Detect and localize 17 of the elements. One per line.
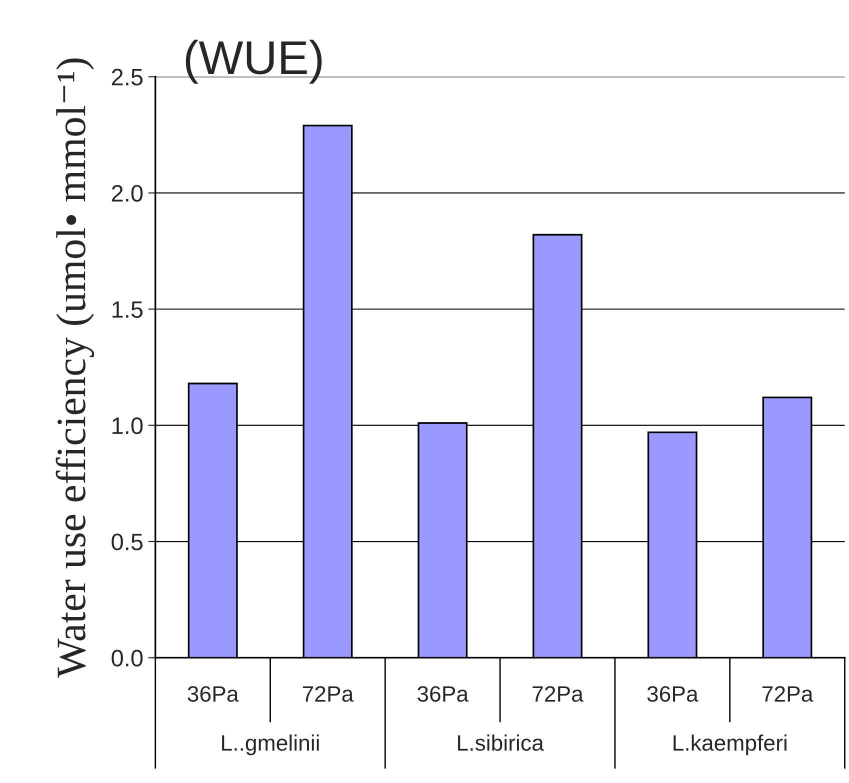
- y-tick-label: 0.0: [112, 650, 143, 667]
- x-tick-label: 36Pa: [647, 686, 698, 702]
- text: L..gmelinii: [222, 734, 319, 756]
- x-tick-label: 36Pa: [418, 686, 469, 702]
- x-tick-label: 72Pa: [532, 686, 584, 702]
- x-tick-label: 72Pa: [302, 686, 354, 702]
- y-tick-label: 0.5: [112, 534, 143, 550]
- x-tick-label: 36Pa: [188, 686, 239, 702]
- y-tick-label: 2.0: [112, 185, 143, 202]
- text: L.kaempferi: [674, 734, 786, 756]
- y-tick-label: 2.5: [112, 68, 143, 86]
- y-tick-label: 1.0: [112, 417, 143, 434]
- y-axis-title: Water use efficiency (umol• mmol⁻¹): [56, 58, 94, 678]
- y-tick-label: 1.5: [112, 301, 143, 318]
- x-tick-label: 72Pa: [762, 686, 814, 702]
- text: L.sibirica: [458, 734, 544, 751]
- chart-title: (WUE): [186, 40, 322, 84]
